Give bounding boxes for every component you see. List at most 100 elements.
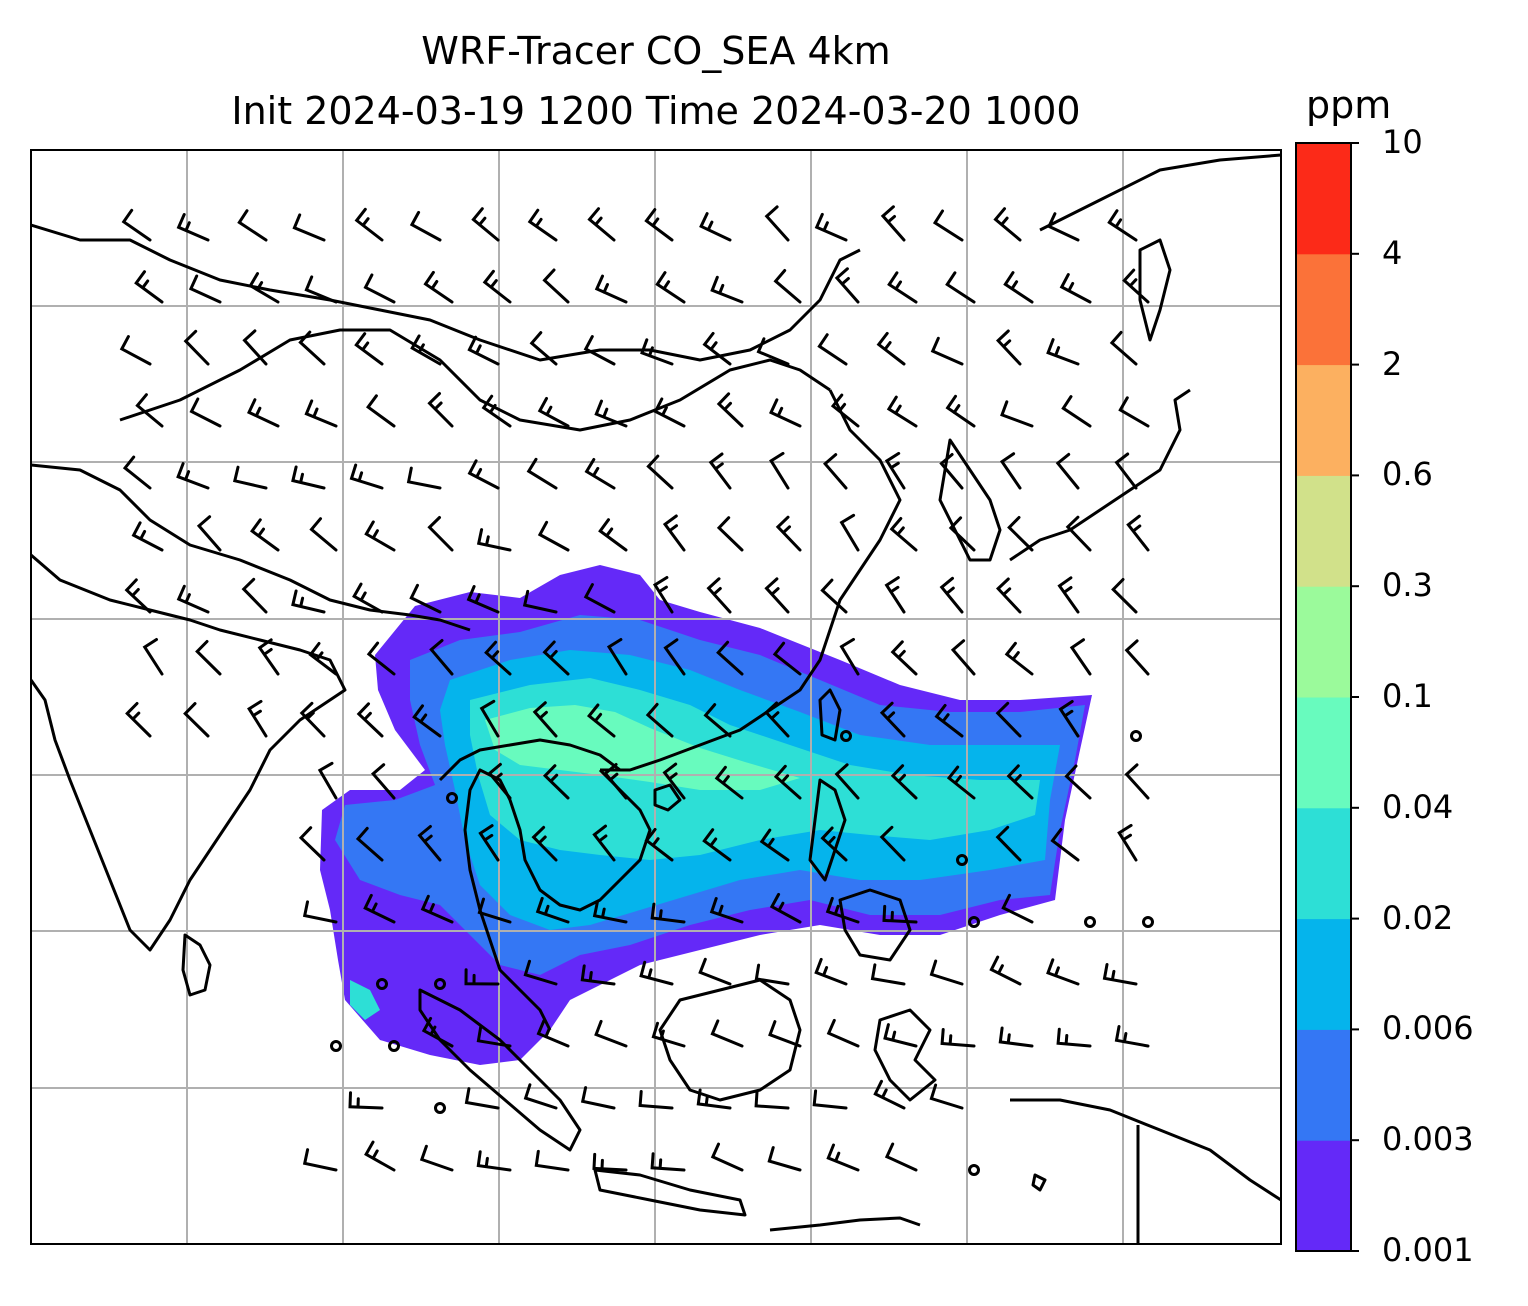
wind-barb (364, 520, 396, 552)
wind-barb (1117, 823, 1138, 862)
wind-barb (484, 640, 512, 676)
wind-barb (814, 957, 848, 986)
wind-barb (232, 465, 268, 490)
wind-barb (887, 271, 918, 304)
wind-barb (702, 828, 732, 862)
wind-barb (995, 577, 1022, 614)
wind-barb (1111, 578, 1138, 614)
wind-barb (646, 454, 674, 490)
wind-barb (603, 763, 628, 800)
wind-barb (830, 393, 860, 428)
wind-barb (879, 701, 906, 738)
wind-barb (882, 904, 918, 924)
wind-barb (606, 638, 628, 676)
wind-barb (523, 1083, 558, 1110)
wind-barb (479, 699, 500, 738)
wind-barb (242, 329, 268, 366)
wind-barb (1046, 338, 1080, 366)
wind-barb (640, 338, 674, 366)
wind-barb (522, 589, 558, 614)
wind-barb (939, 576, 964, 614)
wind-barb (583, 335, 616, 366)
wind-barb (412, 704, 442, 738)
wind-barb (291, 589, 326, 614)
wind-barb (1126, 514, 1150, 552)
map-title-line1: WRF-Tracer CO_SEA 4km (421, 29, 891, 73)
wind-barb (366, 641, 396, 676)
colorbar-swatch (1296, 586, 1351, 698)
wind-barb (703, 703, 732, 738)
wind-barb (1055, 452, 1080, 490)
wind-barb (527, 208, 558, 242)
wind-barb (1124, 639, 1150, 676)
wind-barb (934, 703, 964, 738)
wind-barb (237, 209, 268, 242)
wind-barb (645, 702, 674, 738)
wind-barb (1109, 330, 1138, 366)
colorbar-swatch (1296, 807, 1351, 920)
wind-barb (1058, 700, 1080, 738)
wind-barb (812, 1089, 848, 1110)
wind-barb (650, 902, 686, 924)
colorbar-tick-label: 0.001 (1382, 1231, 1474, 1269)
wind-barb (421, 1016, 454, 1048)
wind-barb (363, 273, 396, 304)
wind-barb (884, 576, 906, 614)
wind-barb (820, 826, 848, 862)
wind-barb (1065, 515, 1092, 552)
wind-barb (131, 521, 164, 552)
wind-barb (698, 957, 732, 986)
wind-barb (995, 329, 1022, 366)
wind-barb (584, 458, 616, 490)
colorbar-tick-label: 0.1 (1382, 677, 1433, 715)
wind-barb (580, 1086, 616, 1110)
wind-barb-calm (968, 1164, 980, 1176)
wind-barb (466, 585, 500, 614)
wind-barb (775, 515, 802, 552)
colorbar-swatch (1296, 918, 1351, 1030)
colorbar-tick-label: 0.3 (1382, 566, 1433, 605)
wind-barb (945, 394, 976, 428)
wind-barb (364, 1140, 396, 1172)
colorbar-swatch (1296, 1029, 1351, 1141)
wind-barb (302, 900, 338, 924)
wind-barb (814, 212, 848, 242)
wind-barb (879, 825, 906, 862)
wind-barb (481, 394, 512, 428)
wind-barb (651, 1021, 686, 1048)
wind-barb (594, 1019, 628, 1048)
wind-barb (706, 577, 732, 614)
wind-barb (764, 701, 790, 738)
wind-barb (594, 399, 628, 428)
wind-barb (999, 452, 1022, 490)
wind-barb (477, 897, 512, 924)
wind-barb (427, 516, 454, 552)
wind-barb (754, 1090, 790, 1110)
wind-barb-calm (1084, 916, 1096, 928)
wind-barb (363, 893, 396, 924)
colorbar-swatch (1296, 1140, 1351, 1252)
wind-barb (1061, 395, 1092, 428)
wind-barb (302, 1148, 338, 1172)
map-frame (30, 149, 1282, 1245)
wind-barb (1107, 209, 1138, 242)
wind-barb (592, 1152, 628, 1172)
wind-barb (195, 640, 222, 676)
wind-barb (176, 213, 210, 242)
wind-barb (142, 638, 164, 676)
wind-barb (542, 764, 570, 800)
wind-barb (768, 1020, 802, 1048)
wind-barb (696, 1088, 732, 1110)
wind-barb (409, 583, 442, 614)
wind-barb (248, 272, 280, 304)
wind-barb-calm (330, 1040, 342, 1052)
wind-barb (580, 964, 616, 986)
wind-barb (995, 825, 1022, 862)
wind-barb (995, 701, 1022, 738)
wind-barb (839, 637, 860, 676)
wind-barb (1102, 963, 1138, 986)
wind-barbs (119, 205, 1154, 1176)
wind-barb (476, 1025, 512, 1048)
wind-barb (1004, 641, 1034, 676)
wind-barb (890, 640, 918, 676)
